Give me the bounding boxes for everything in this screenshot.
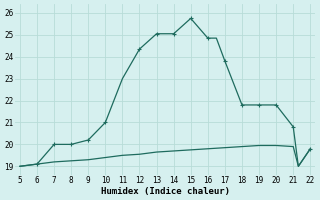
X-axis label: Humidex (Indice chaleur): Humidex (Indice chaleur) <box>100 187 230 196</box>
